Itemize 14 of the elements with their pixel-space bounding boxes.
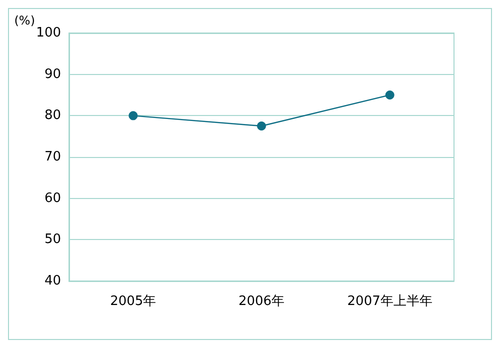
y-tick-label: 80 bbox=[44, 108, 61, 124]
y-tick-label: 50 bbox=[44, 232, 61, 248]
y-tick-label: 70 bbox=[44, 150, 61, 164]
y-tick-label: 90 bbox=[44, 66, 61, 82]
y-tick-label: 60 bbox=[44, 190, 61, 206]
point bbox=[385, 90, 394, 100]
point bbox=[257, 122, 266, 130]
x-tick-label: 2007年上半年 bbox=[347, 294, 432, 309]
y-tick-label: 100 bbox=[36, 26, 61, 40]
x-tick-label: 2006年 bbox=[238, 294, 285, 309]
y-tick-label: 40 bbox=[44, 274, 61, 288]
y-axis-title: (%) bbox=[14, 14, 35, 28]
x-tick-label: 2005年 bbox=[110, 294, 156, 309]
point bbox=[128, 111, 138, 120]
